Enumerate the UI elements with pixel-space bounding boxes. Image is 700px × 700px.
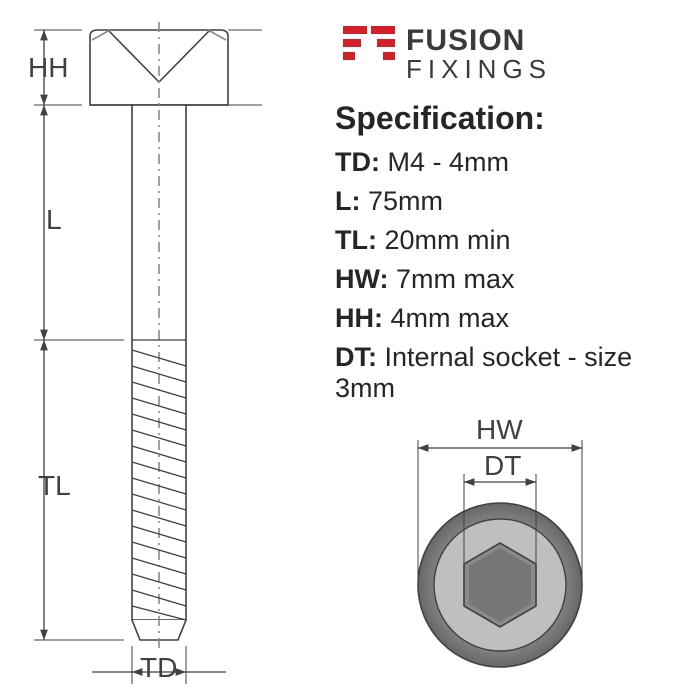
dim-label-td: TD <box>140 652 177 684</box>
dim-label-dt: DT <box>484 450 521 482</box>
spec-heading: Specification: <box>335 100 685 137</box>
dim-label-hw: HW <box>476 414 523 446</box>
product-spec-graphic: FUSION FIXINGS Specification: TD: M4 - 4… <box>0 0 700 700</box>
spec-row: DT: Internal socket - size 3mm <box>335 342 685 404</box>
specification-block: Specification: TD: M4 - 4mm L: 75mm TL: … <box>335 100 685 412</box>
brand-logo: FUSION FIXINGS <box>340 22 552 85</box>
dim-label-tl: TL <box>38 470 71 502</box>
logo-line1: FUSION <box>406 26 552 56</box>
spec-row: HH: 4mm max <box>335 303 685 334</box>
logo-line2: FIXINGS <box>406 56 552 82</box>
spec-row: L: 75mm <box>335 186 685 217</box>
dim-label-hh: HH <box>28 52 68 84</box>
spec-row: TL: 20mm min <box>335 225 685 256</box>
bolt-side-view <box>0 0 340 700</box>
spec-list: TD: M4 - 4mm L: 75mm TL: 20mm min HW: 7m… <box>335 147 685 404</box>
spec-row: TD: M4 - 4mm <box>335 147 685 178</box>
dim-label-l: L <box>46 204 62 236</box>
logo-icon <box>340 22 398 85</box>
spec-row: HW: 7mm max <box>335 264 685 295</box>
logo-text: FUSION FIXINGS <box>406 26 552 82</box>
